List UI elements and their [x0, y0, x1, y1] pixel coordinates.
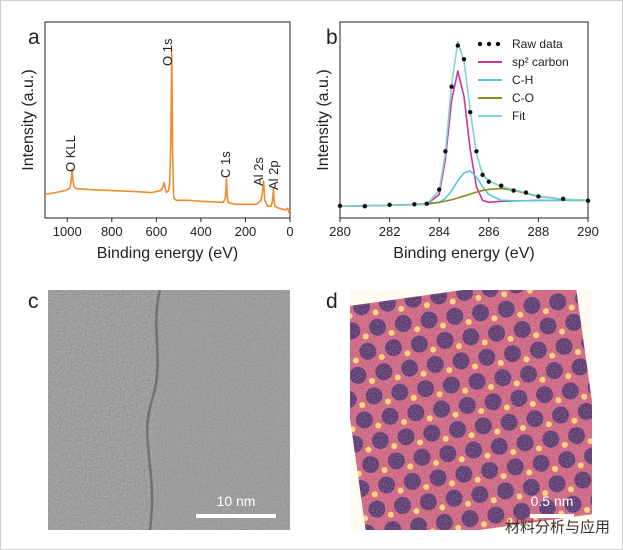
panel-label: a — [28, 26, 40, 49]
data-point — [480, 172, 485, 178]
data-point — [424, 201, 429, 206]
data-point — [474, 149, 479, 154]
x-tick-label: 0 — [286, 224, 293, 239]
x-tick-label: 600 — [146, 224, 168, 239]
stem-image — [349, 289, 592, 530]
data-point — [449, 84, 454, 89]
data-point — [536, 194, 541, 199]
x-tick-label: 290 — [577, 224, 599, 239]
data-point — [486, 179, 491, 184]
panel-label: c — [28, 290, 39, 313]
data-point — [511, 188, 516, 193]
legend-label: C-H — [512, 73, 533, 87]
x-tick-label: 400 — [190, 224, 212, 239]
data-point — [461, 57, 467, 62]
y-axis-label: Intensity (a.u.) — [315, 69, 332, 170]
peak-annotation: Al 2p — [266, 160, 281, 190]
x-tick-label: 288 — [528, 224, 550, 239]
x-axis-label: Binding energy (eV) — [97, 245, 238, 262]
data-point — [499, 183, 504, 188]
data-point — [337, 203, 343, 209]
data-point — [585, 198, 591, 203]
data-point — [523, 190, 529, 195]
data-point — [455, 43, 460, 48]
y-axis-label: Intensity (a.u.) — [20, 69, 37, 170]
legend-marker — [486, 41, 492, 47]
x-tick-label: 284 — [428, 224, 450, 239]
legend-label: sp² carbon — [512, 55, 569, 69]
watermark: 材料分析与应用 — [505, 518, 610, 536]
data-point — [362, 204, 367, 209]
peak-annotation: Al 2s — [251, 157, 266, 186]
data-point — [443, 149, 448, 154]
legend-marker — [495, 41, 501, 47]
x-tick-label: 286 — [478, 224, 500, 239]
legend-label: C-O — [512, 91, 534, 105]
peak-annotation: C 1s — [218, 151, 233, 178]
plot-frame — [339, 21, 589, 219]
data-point — [437, 187, 442, 192]
x-tick-label: 280 — [329, 224, 351, 239]
legend-marker — [477, 41, 483, 47]
x-tick-label: 1000 — [53, 224, 82, 239]
data-point — [468, 109, 473, 115]
data-point — [561, 196, 566, 201]
x-tick-label: 200 — [235, 224, 257, 239]
data-point — [412, 202, 417, 207]
plot-frame — [44, 21, 291, 219]
series-line — [44, 48, 291, 213]
x-tick-label: 282 — [379, 224, 401, 239]
data-point — [387, 202, 392, 208]
peak-annotation: O 1s — [160, 38, 175, 66]
x-tick-label: 800 — [101, 224, 123, 239]
panel-label: d — [326, 290, 338, 313]
x-axis-label: Binding energy (eV) — [393, 245, 534, 262]
peak-annotation: O KLL — [63, 135, 78, 172]
scale-bar-label: 0.5 nm — [531, 493, 574, 509]
tem-image — [48, 289, 290, 531]
scale-bar-label: 10 nm — [217, 493, 256, 509]
panel-label: b — [326, 26, 338, 49]
legend-label: Raw data — [512, 37, 563, 51]
legend-label: Fit — [512, 109, 526, 123]
